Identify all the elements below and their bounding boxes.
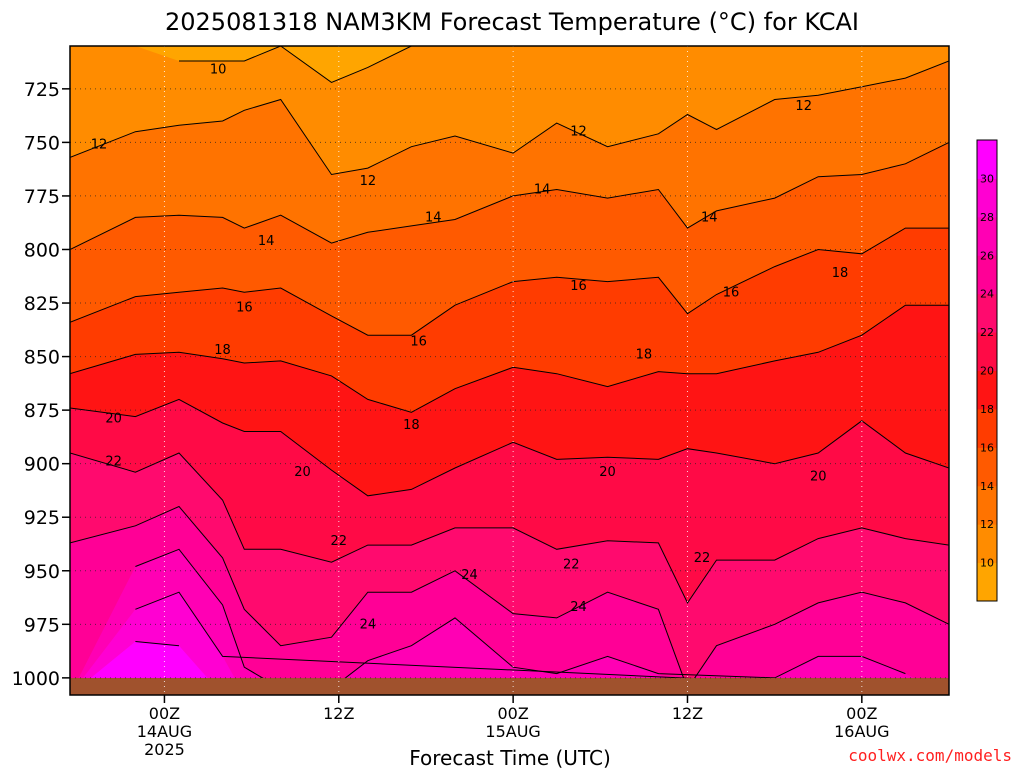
y-tick-label: 850	[24, 347, 60, 369]
contour-labels: 10 12 12 12 12 14 14 14 14 16 16 16 16 18 18 18 18 20 20 20…	[91, 63, 849, 633]
band-24	[70, 506, 949, 695]
colorbar-label: 14	[980, 480, 994, 493]
colorbar-label: 24	[980, 288, 994, 301]
colorbar-segment	[977, 332, 997, 371]
contour-line-30	[135, 641, 180, 647]
chart-title: 2025081318 NAM3KM Forecast Temperature (…	[165, 8, 859, 36]
contour-label: 20	[810, 470, 827, 485]
colorbar-label: 18	[980, 403, 994, 416]
colorbar-label: 20	[980, 365, 994, 378]
contour-label: 18	[214, 343, 231, 358]
colorbar-label: 12	[980, 518, 994, 531]
contour-label: 20	[599, 465, 616, 480]
x-tick-label: 00Z	[149, 704, 180, 723]
colorbar-segment	[977, 447, 997, 487]
contour-line-20	[70, 398, 949, 497]
x-tick-label: 2025	[144, 740, 185, 759]
contour-label: 14	[258, 234, 275, 249]
contour-label: 24	[360, 617, 377, 632]
colorbar-segment	[977, 255, 997, 295]
x-tick-label: 12Z	[672, 704, 703, 723]
contour-label: 12	[91, 138, 108, 153]
colorbar-label: 16	[980, 441, 994, 454]
colorbar-segment	[977, 524, 997, 564]
contour-line-22	[70, 452, 949, 604]
ground-surface	[70, 678, 949, 695]
temperature-field	[70, 46, 949, 695]
colorbar-label: 28	[980, 211, 994, 224]
colorbar-segment	[977, 408, 997, 448]
colorbar-segment	[977, 293, 997, 333]
x-axis-label: Forecast Time (UTC)	[409, 746, 611, 768]
y-tick-label: 825	[24, 293, 60, 315]
contour-line-18	[70, 304, 949, 413]
contour-label: 10	[210, 63, 227, 78]
colorbar-segment	[977, 485, 997, 525]
y-tick-label: 875	[24, 400, 60, 422]
colorbar-label: 26	[980, 249, 994, 262]
y-tick-label: 950	[24, 561, 60, 583]
contour-label: 24	[461, 568, 478, 583]
colorbar-label: 22	[980, 326, 994, 339]
y-tick-label: 900	[24, 454, 60, 476]
colorbar-segment	[977, 370, 997, 410]
colorbar-frame	[976, 139, 998, 602]
contour-label: 12	[570, 125, 587, 140]
plot-frame	[69, 45, 950, 696]
band-22	[70, 453, 949, 695]
x-tick-label: 00Z	[846, 704, 877, 723]
contour-label: 14	[425, 210, 442, 225]
contour-label: 12	[360, 174, 377, 189]
x-tick-label: 16AUG	[834, 722, 889, 741]
x-tick-label: 00Z	[497, 704, 528, 723]
contour-label: 24	[570, 600, 587, 615]
contour-line-24	[70, 505, 949, 690]
contour-line-26	[135, 548, 906, 690]
colorbar-label: 10	[980, 557, 994, 570]
contour-label: 22	[331, 534, 348, 549]
contour-label: 16	[570, 279, 587, 294]
contour-label: 16	[236, 300, 253, 315]
contour-label: 22	[563, 557, 580, 572]
contour-label: 18	[636, 347, 653, 362]
contour-label: 18	[832, 266, 849, 281]
y-axis: 725 750 775 800 825 850 875 900 925 950 975 1000	[12, 79, 70, 690]
contour-label: 16	[410, 335, 427, 350]
colorbar-segment	[977, 562, 997, 602]
y-tick-label: 1000	[12, 668, 60, 690]
colorbar-segment	[977, 216, 997, 256]
x-tick-label: 15AUG	[485, 722, 540, 741]
contour-label: 16	[723, 285, 740, 300]
y-tick-label: 775	[24, 186, 60, 208]
contour-label: 18	[403, 418, 420, 433]
y-tick-label: 800	[24, 239, 60, 261]
y-tick-label: 975	[24, 614, 60, 636]
contour-label: 20	[294, 465, 311, 480]
y-tick-label: 925	[24, 507, 60, 529]
contour-line-12	[70, 60, 949, 176]
y-tick-label: 750	[24, 132, 60, 154]
x-tick-label: 12Z	[323, 704, 354, 723]
contour-label: 14	[534, 183, 551, 198]
contour-label: 14	[701, 210, 718, 225]
x-tick-label: 14AUG	[137, 722, 192, 741]
contour-label: 20	[105, 412, 122, 427]
colorbar-segment	[977, 178, 997, 218]
colorbar-segment	[977, 140, 997, 179]
contour-label: 22	[105, 455, 122, 470]
colorbar-label: 30	[980, 172, 994, 185]
contour-label: 22	[694, 551, 711, 566]
contour-line-10	[179, 46, 862, 83]
contour-label: 12	[795, 99, 812, 114]
grid-lines	[70, 46, 949, 695]
colorbar: 10 12 14 16 18 20 22 24 26 28 30	[976, 139, 998, 602]
contour-line-14	[70, 141, 949, 250]
credit-text: coolwx.com/models	[848, 746, 1012, 765]
y-tick-label: 725	[24, 79, 60, 101]
